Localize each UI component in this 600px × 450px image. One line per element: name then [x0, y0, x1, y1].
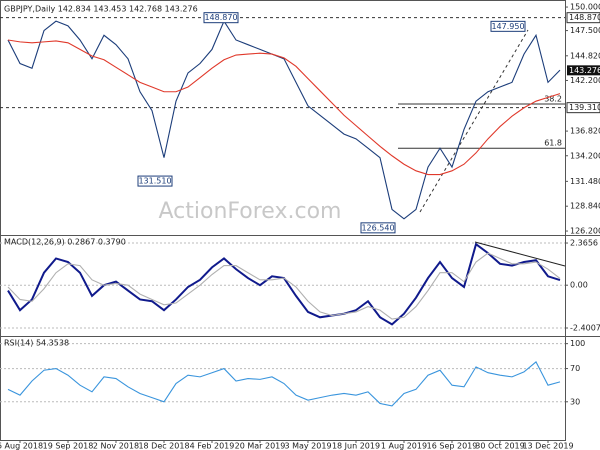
- y-tick-label: 100: [570, 339, 585, 348]
- trend-line: [419, 29, 529, 213]
- series-line: [7, 19, 561, 220]
- annotation-box: [360, 222, 396, 234]
- x-tick-label: 13 Dec 2019: [522, 442, 573, 450]
- x-tick-label: 1 Aug 2019: [381, 442, 427, 450]
- y-tick-label: 142.200: [570, 76, 600, 85]
- fib-label: 38.2: [544, 94, 562, 103]
- level-label: 139.310: [569, 103, 600, 112]
- annotation-box: [203, 12, 239, 24]
- trend-line: [474, 241, 566, 267]
- annotation-box: [490, 20, 526, 32]
- x-tick-label: 6 Aug 2018: [0, 442, 43, 450]
- x-tick-label: 16 Sep 2019: [427, 442, 478, 450]
- y-tick-label: 0.00: [570, 281, 588, 290]
- last-label: 143.276: [569, 66, 600, 75]
- fib-label: 61.8: [544, 139, 562, 148]
- y-tick-label: 30: [570, 397, 580, 406]
- annotation-box: [137, 175, 173, 187]
- y-tick-label: 136.820: [570, 127, 600, 136]
- annotation-label: 148.870: [204, 13, 237, 22]
- series-line: [7, 242, 561, 326]
- panel-title: MACD(12,26,9) 0.2867 0.3790: [4, 238, 126, 247]
- panel-title: RSI(14) 54.3538: [4, 339, 69, 348]
- y-tick-label: 144.820: [570, 51, 600, 60]
- x-tick-label: 20 Mar 2019: [235, 442, 286, 450]
- x-tick-label: 18 Dec 2018: [138, 442, 189, 450]
- level-label: 148.870: [569, 13, 600, 22]
- frame: [0, 0, 566, 441]
- x-tick-label: 3 May 2019: [284, 442, 331, 450]
- x-tick-label: 19 Sep 2018: [43, 442, 94, 450]
- annotation-label: 126.540: [361, 223, 394, 232]
- series-line: [7, 361, 561, 407]
- x-tick-label: 30 Oct 2019: [475, 442, 524, 450]
- y-tick-label: 2.3656: [570, 239, 598, 248]
- series-line: [7, 252, 561, 320]
- y-tick-label: 134.200: [570, 151, 600, 160]
- series-line: [7, 39, 561, 176]
- y-tick-label: -2.4007: [570, 323, 600, 332]
- x-tick-label: 2 Nov 2018: [93, 442, 139, 450]
- watermark: ActionForex.com: [159, 199, 342, 224]
- annotation-label: 147.950: [491, 22, 524, 31]
- y-tick-label: 128.840: [570, 202, 600, 211]
- y-tick-label: 70: [570, 364, 580, 373]
- y-tick-label: 147.500: [570, 26, 600, 35]
- x-tick-label: 4 Feb 2019: [190, 442, 235, 450]
- last-box: [567, 65, 600, 76]
- y-tick-label: 150.000: [570, 3, 600, 12]
- level-box: [566, 12, 600, 24]
- panel-title: GBPJPY,Daily 142.834 143.453 142.768 143…: [4, 5, 198, 14]
- level-box: [566, 102, 600, 114]
- y-tick-label: 126.200: [570, 227, 600, 236]
- annotation-label: 131.510: [138, 177, 171, 186]
- y-tick-label: 131.480: [570, 177, 600, 186]
- x-tick-label: 18 Jun 2019: [332, 442, 380, 450]
